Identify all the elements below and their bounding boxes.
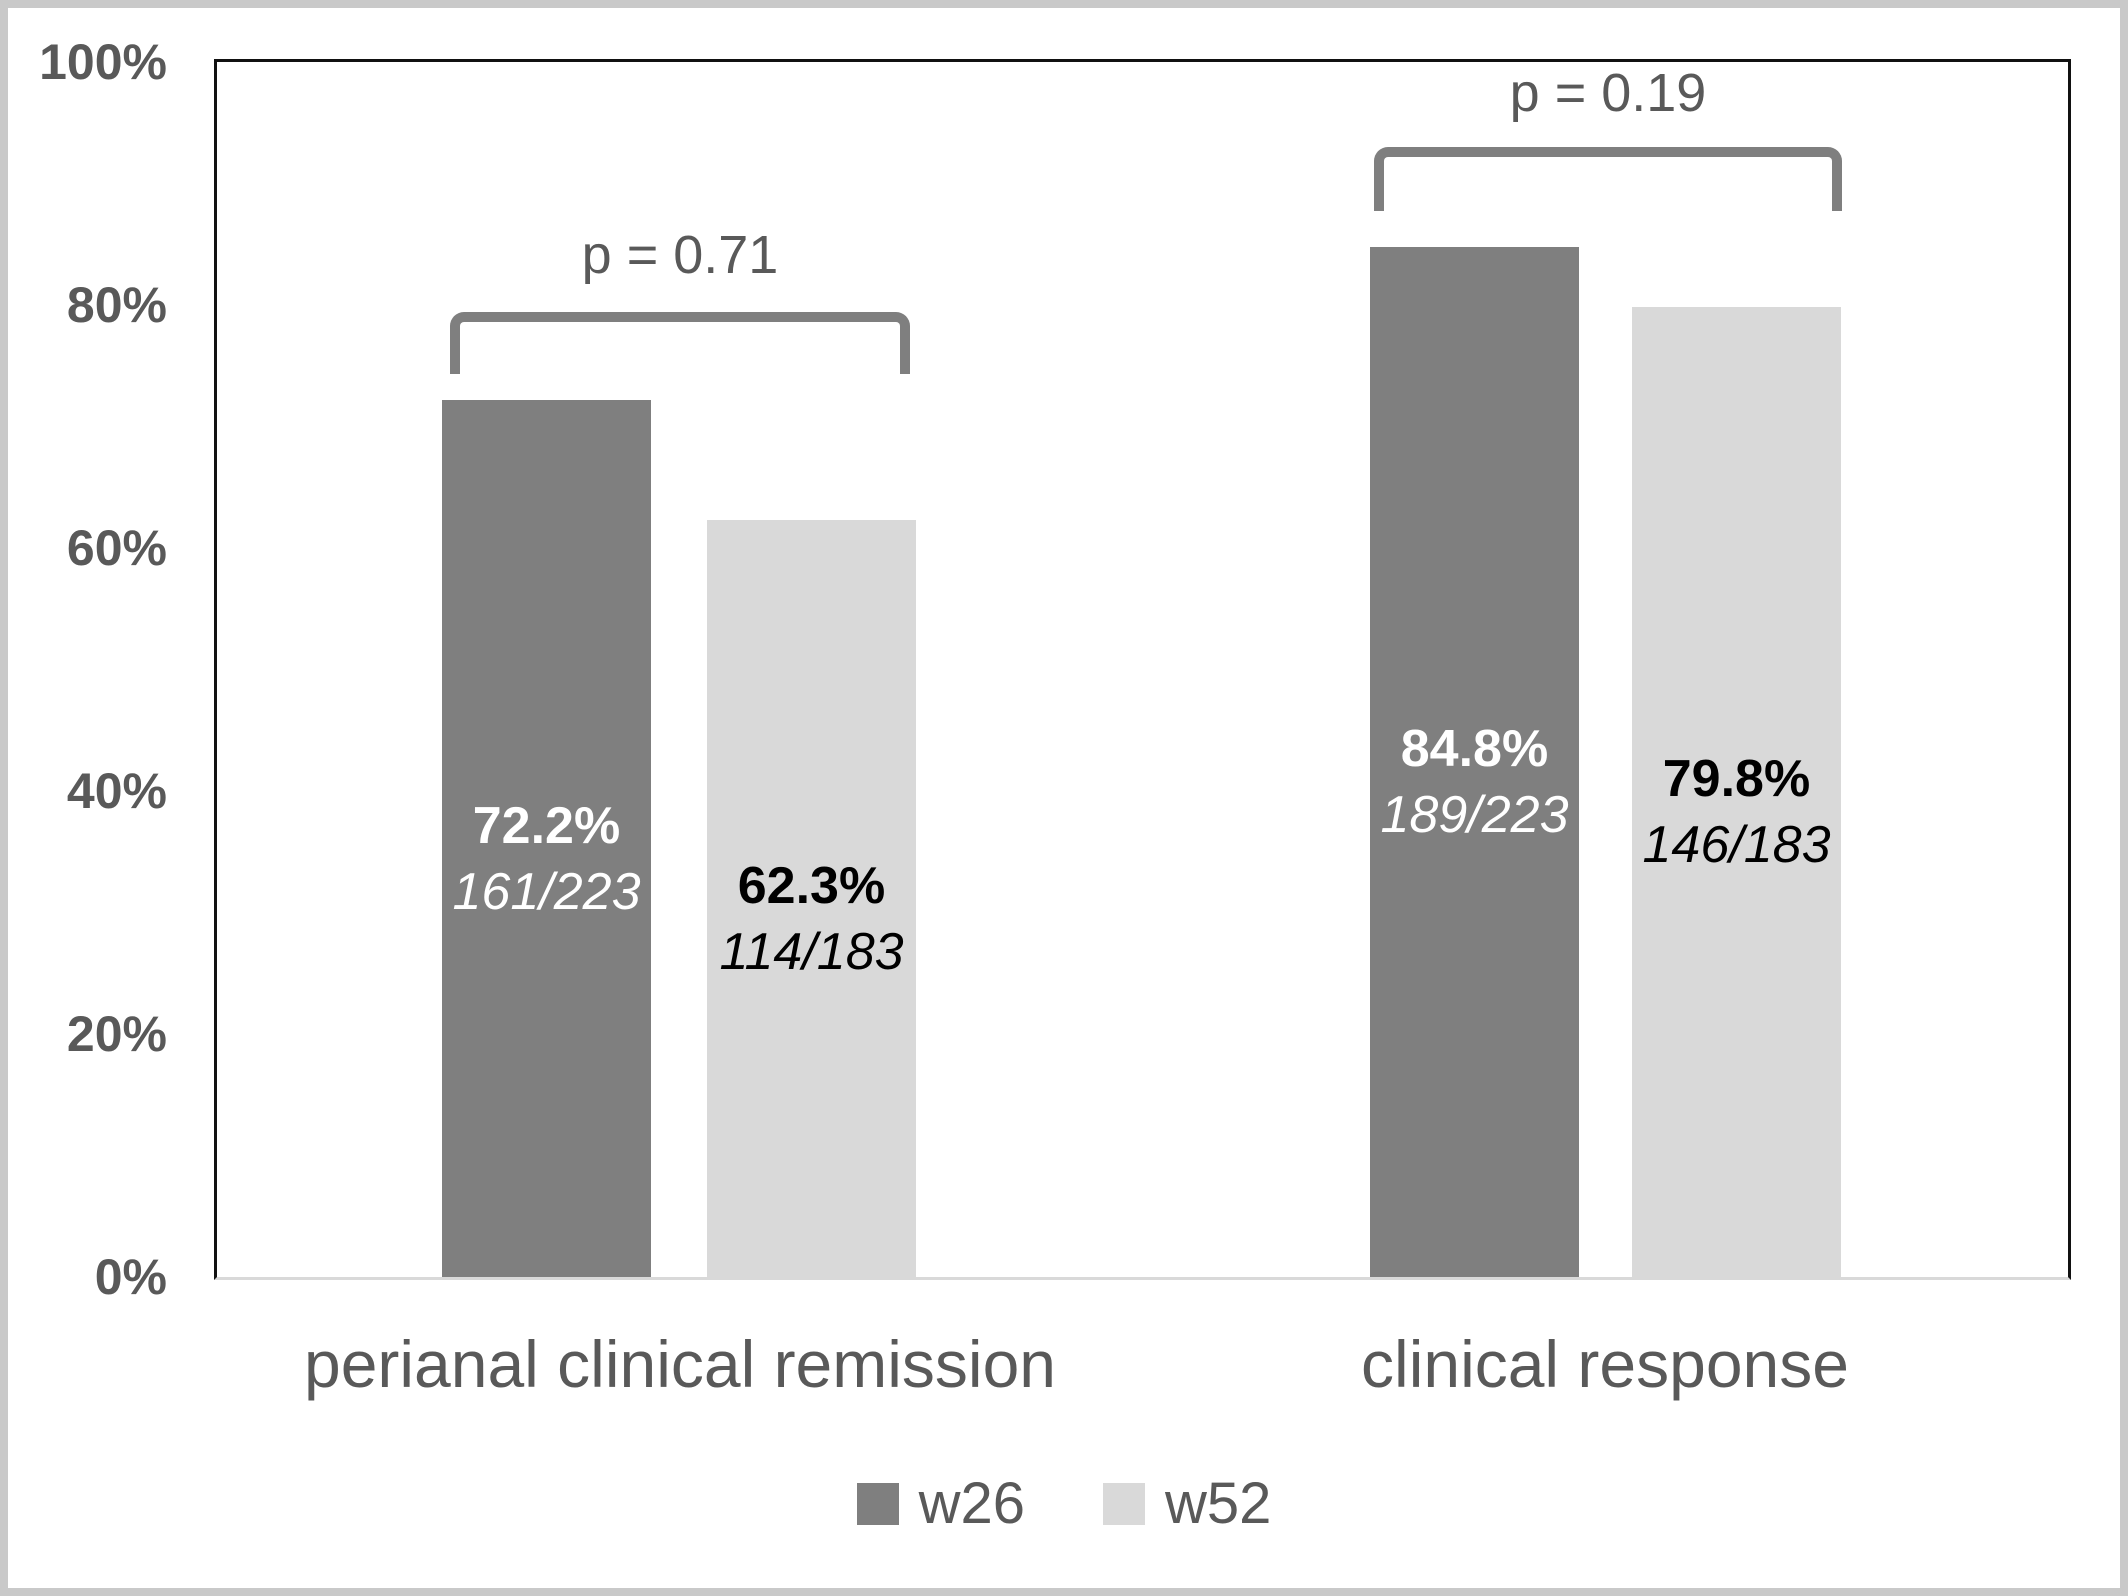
bar-w26-perianal-clinical-remission: 72.2% 161/223 bbox=[442, 400, 651, 1277]
bar-fraction-label: 189/223 bbox=[1380, 786, 1569, 844]
legend: w26 w52 bbox=[0, 1472, 2128, 1536]
p-value-label-perianal: p = 0.71 bbox=[581, 225, 779, 285]
significance-bracket-perianal bbox=[450, 312, 910, 374]
bar-label: 72.2% 161/223 bbox=[442, 793, 651, 925]
bar-fraction-label: 114/183 bbox=[719, 922, 904, 981]
plot-area: 72.2% 161/223 62.3% 114/183 84.8% 189/22… bbox=[214, 59, 2071, 1280]
bar-fraction-label: 161/223 bbox=[452, 862, 641, 921]
bar-w52-clinical-response: 79.8% 146/183 bbox=[1632, 307, 1841, 1277]
y-axis-tick-label-100: 100% bbox=[39, 34, 167, 90]
legend-item-w26: w26 bbox=[856, 1471, 1025, 1536]
y-axis-tick-label-60: 60% bbox=[66, 520, 167, 576]
bar-w52-perianal-clinical-remission: 62.3% 114/183 bbox=[707, 520, 916, 1277]
bar-label: 62.3% 114/183 bbox=[707, 853, 916, 985]
y-axis-tick-label-80: 80% bbox=[66, 277, 167, 333]
legend-label-w26: w26 bbox=[918, 1471, 1025, 1536]
bar-w26-clinical-response: 84.8% 189/223 bbox=[1370, 247, 1579, 1277]
bar-label: 84.8% 189/223 bbox=[1370, 716, 1579, 848]
legend-item-w52: w52 bbox=[1103, 1472, 1271, 1536]
category-label-perianal-clinical-remission: perianal clinical remission bbox=[304, 1327, 1056, 1401]
y-axis-tick-label-40: 40% bbox=[66, 763, 167, 819]
bar-value-label: 72.2% bbox=[472, 796, 621, 855]
bar-label: 79.8% 146/183 bbox=[1632, 746, 1841, 878]
legend-swatch-w52 bbox=[1103, 1483, 1145, 1525]
category-label-clinical-response: clinical response bbox=[1361, 1327, 1849, 1401]
y-axis-tick-label-0: 0% bbox=[94, 1249, 167, 1305]
p-value-label-response: p = 0.19 bbox=[1509, 63, 1707, 123]
bar-fraction-label: 146/183 bbox=[1642, 816, 1831, 874]
bar-value-label: 84.8% bbox=[1400, 720, 1549, 778]
bar-value-label: 62.3% bbox=[737, 856, 886, 915]
bar-value-label: 79.8% bbox=[1662, 750, 1811, 808]
y-axis-tick-label-20: 20% bbox=[66, 1006, 167, 1062]
legend-swatch-w26 bbox=[856, 1483, 899, 1525]
legend-label-w52: w52 bbox=[1165, 1471, 1272, 1536]
significance-bracket-response bbox=[1374, 147, 1842, 211]
